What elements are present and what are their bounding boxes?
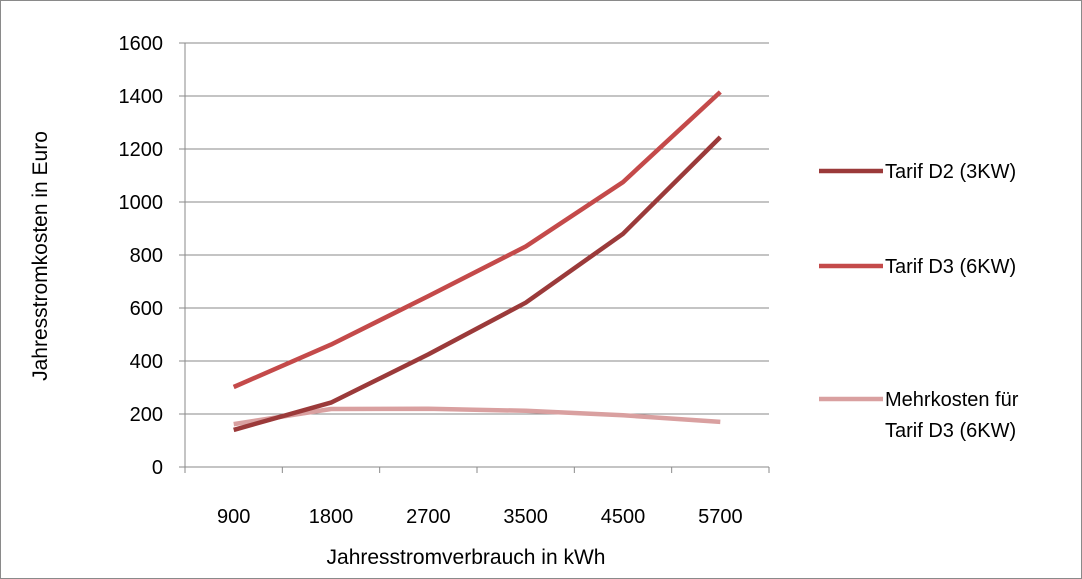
x-tick-label: 900 bbox=[217, 506, 250, 528]
x-tick-labels: 900 1800 2700 3500 4500 5700 bbox=[217, 506, 743, 528]
legend-item-1: Tarif D2 (3KW) bbox=[819, 161, 1016, 183]
x-tick-label: 3500 bbox=[503, 506, 548, 528]
legend-item-2: Tarif D3 (6KW) bbox=[819, 256, 1016, 278]
y-tick-label: 200 bbox=[130, 404, 163, 426]
y-tick-label: 1600 bbox=[119, 33, 164, 55]
legend-item-3: Mehrkosten für Tarif D3 (6KW) bbox=[819, 389, 1019, 442]
series-line-2 bbox=[232, 90, 722, 390]
y-tick-label: 400 bbox=[130, 351, 163, 373]
series-lines bbox=[232, 90, 722, 433]
axes bbox=[179, 42, 770, 473]
legend-label: Tarif D3 (6KW) bbox=[885, 256, 1016, 278]
legend: Tarif D2 (3KW) Tarif D3 (6KW) Mehrkosten f… bbox=[819, 161, 1019, 442]
x-axis-title: Jahresstromverbrauch in kWh bbox=[327, 546, 606, 569]
x-tick-label: 5700 bbox=[698, 506, 743, 528]
series-line-3 bbox=[233, 406, 721, 427]
y-tick-labels: 0 200 400 600 800 1000 1200 1400 1600 bbox=[119, 33, 164, 479]
y-axis-title: Jahresstromkosten in Euro bbox=[29, 131, 52, 381]
y-tick-label: 800 bbox=[130, 245, 163, 267]
legend-label: Mehrkosten für Tarif D3 (6KW) bbox=[885, 389, 1019, 442]
y-tick-label: 600 bbox=[130, 298, 163, 320]
series-line-1 bbox=[233, 135, 722, 433]
x-tick-label: 1800 bbox=[309, 506, 354, 528]
y-tick-label: 1400 bbox=[119, 86, 164, 108]
x-tick-label: 4500 bbox=[601, 506, 646, 528]
x-tick-label: 2700 bbox=[406, 506, 451, 528]
gridlines bbox=[185, 42, 769, 415]
y-tick-label: 1200 bbox=[119, 139, 164, 161]
y-tick-label: 1000 bbox=[119, 192, 164, 214]
y-tick-label: 0 bbox=[152, 457, 163, 479]
legend-label: Tarif D2 (3KW) bbox=[885, 161, 1016, 183]
